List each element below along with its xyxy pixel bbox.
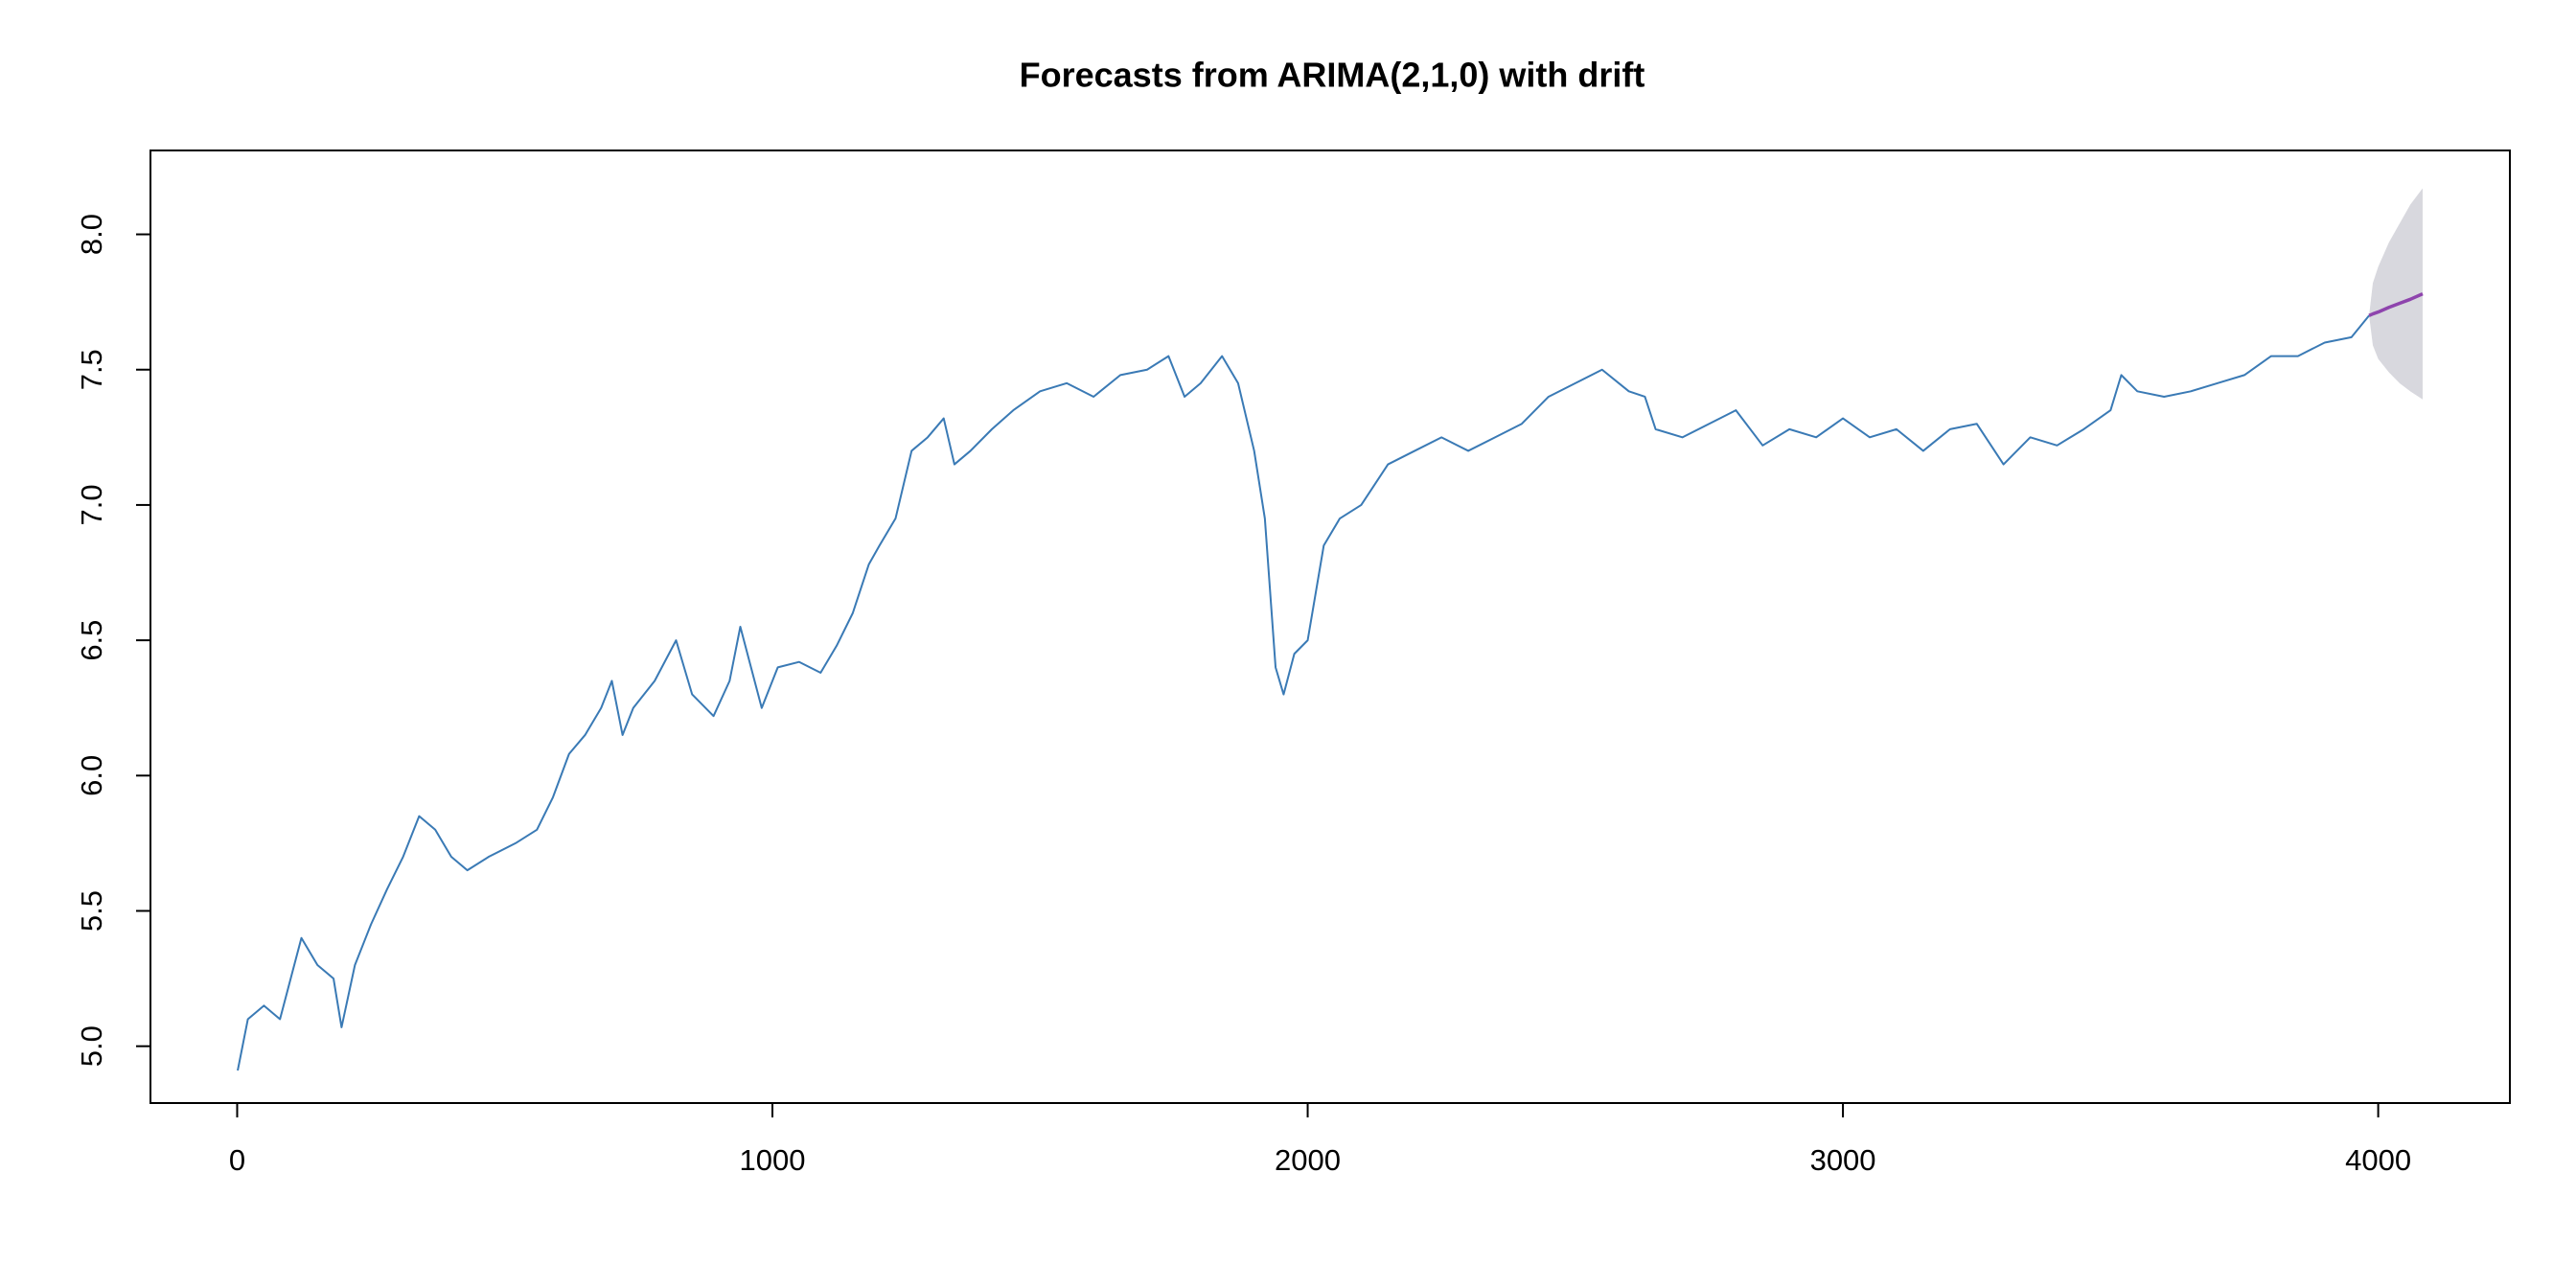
x-tick-label: 2000 [1275,1143,1341,1177]
plot-frame [150,150,2511,1104]
forecast-line [2368,292,2424,317]
prediction-interval [2369,188,2423,400]
chart-title: Forecasts from ARIMA(2,1,0) with drift [1020,56,1645,95]
y-tick-label: 5.5 [75,890,108,932]
y-tick-label: 5.0 [75,1025,108,1067]
x-tick-label: 4000 [2345,1143,2411,1177]
x-tick-label: 1000 [740,1143,806,1177]
y-tick-label: 7.5 [75,349,108,390]
y-tick-label: 7.0 [75,484,108,525]
x-tick-label: 3000 [1810,1143,1876,1177]
y-tick-label: 6.0 [75,755,108,796]
y-tick-label: 6.5 [75,620,108,661]
x-tick-label: 0 [229,1143,245,1177]
y-tick-label: 8.0 [75,214,108,255]
series-line [237,314,2370,1071]
